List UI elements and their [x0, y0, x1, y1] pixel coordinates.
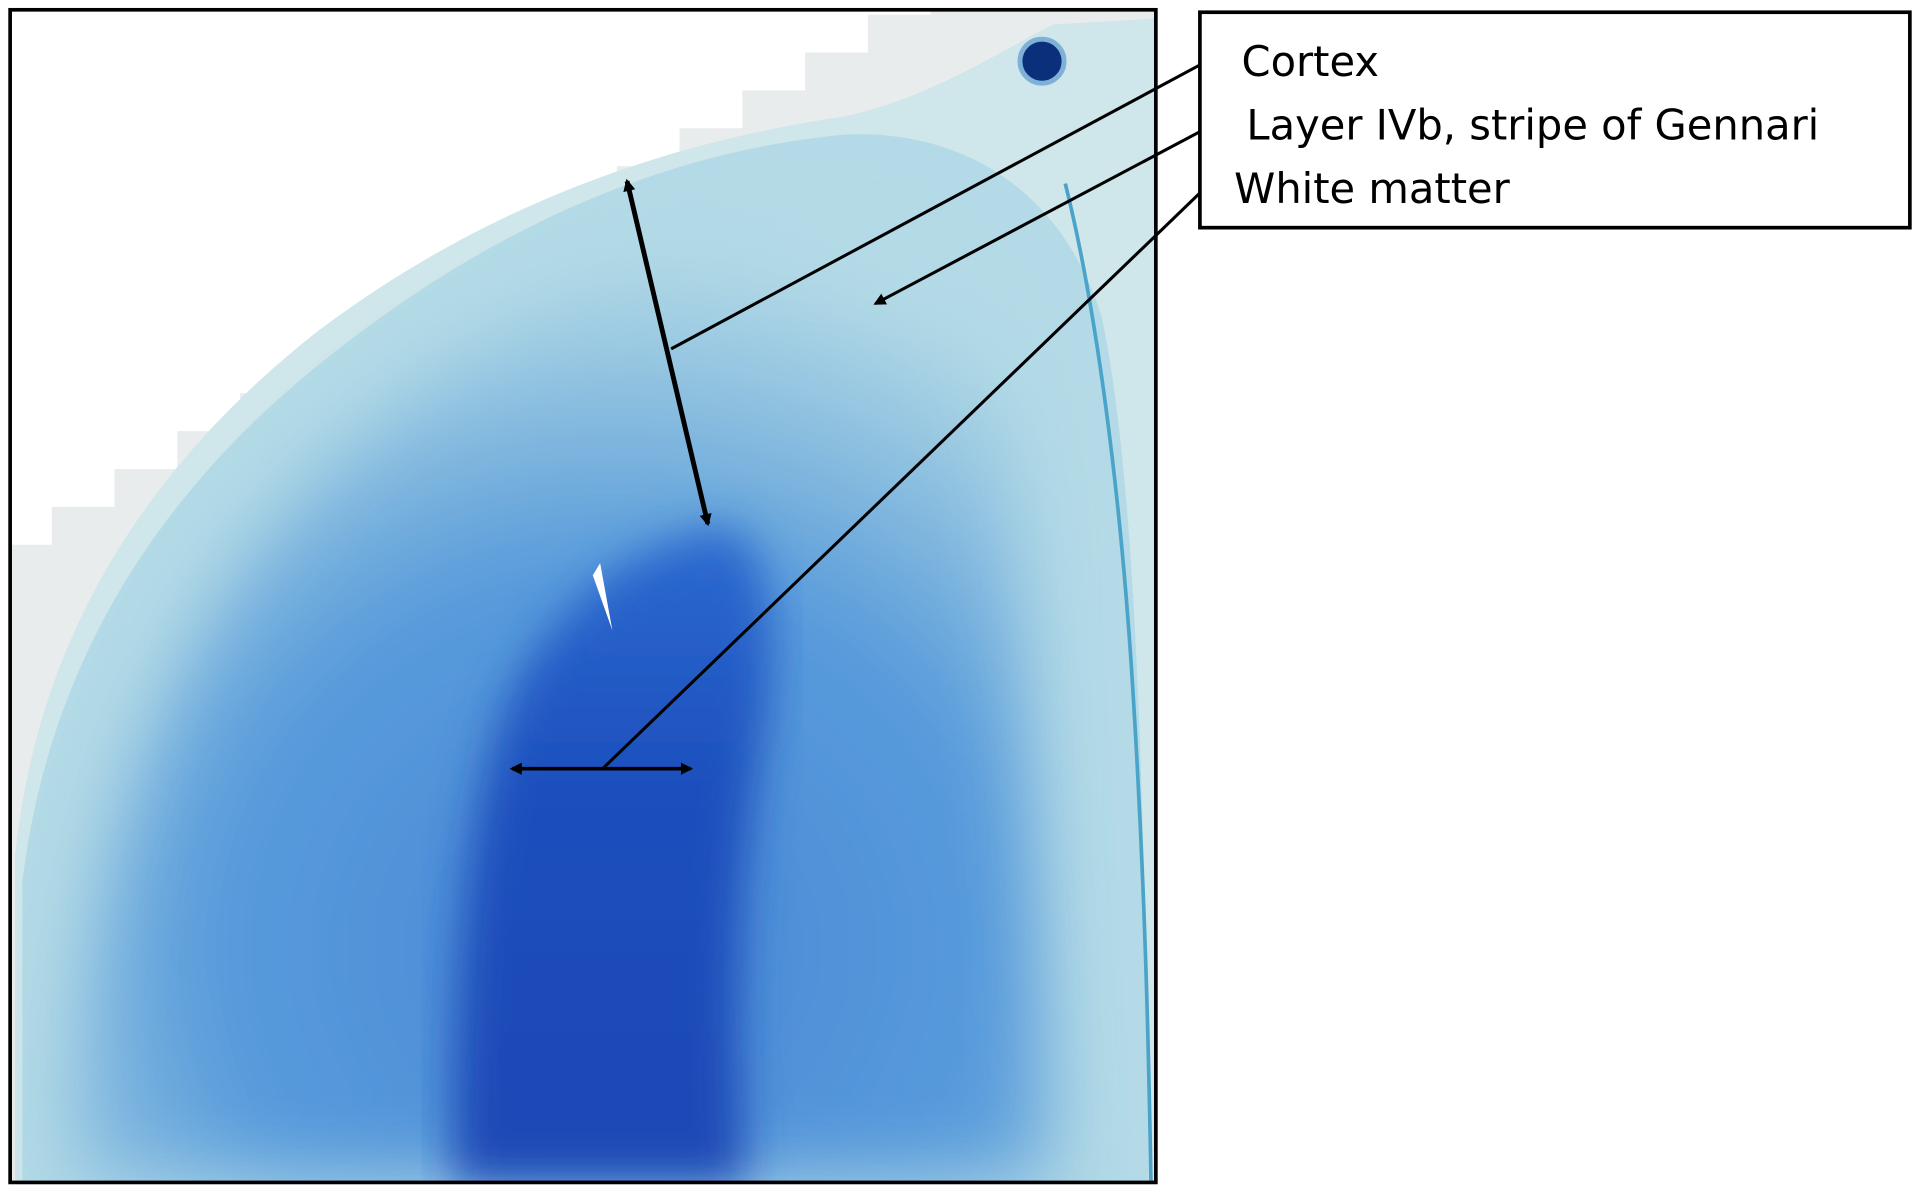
- sulcus-edge: [1063, 183, 1153, 1183]
- image-frame: [8, 7, 1158, 1185]
- label-cortex: Cortex: [1242, 37, 1379, 86]
- cortex-leader-line: [670, 53, 1219, 351]
- layer-ivb-leader-arrow: [873, 117, 1226, 305]
- cortex-double-arrow: [623, 178, 712, 527]
- label-white-matter: White matter: [1234, 164, 1510, 213]
- white-matter: [453, 526, 772, 1183]
- legend-box: Cortex Layer IVb, stripe of Gennari Whit…: [1198, 10, 1912, 230]
- blood-vessel: [1017, 36, 1067, 86]
- annotations: [509, 53, 1226, 775]
- label-layer-ivb: Layer IVb, stripe of Gennari: [1246, 101, 1819, 150]
- white-matter-leader-line: [601, 180, 1214, 770]
- histology-image: [10, 9, 1156, 1183]
